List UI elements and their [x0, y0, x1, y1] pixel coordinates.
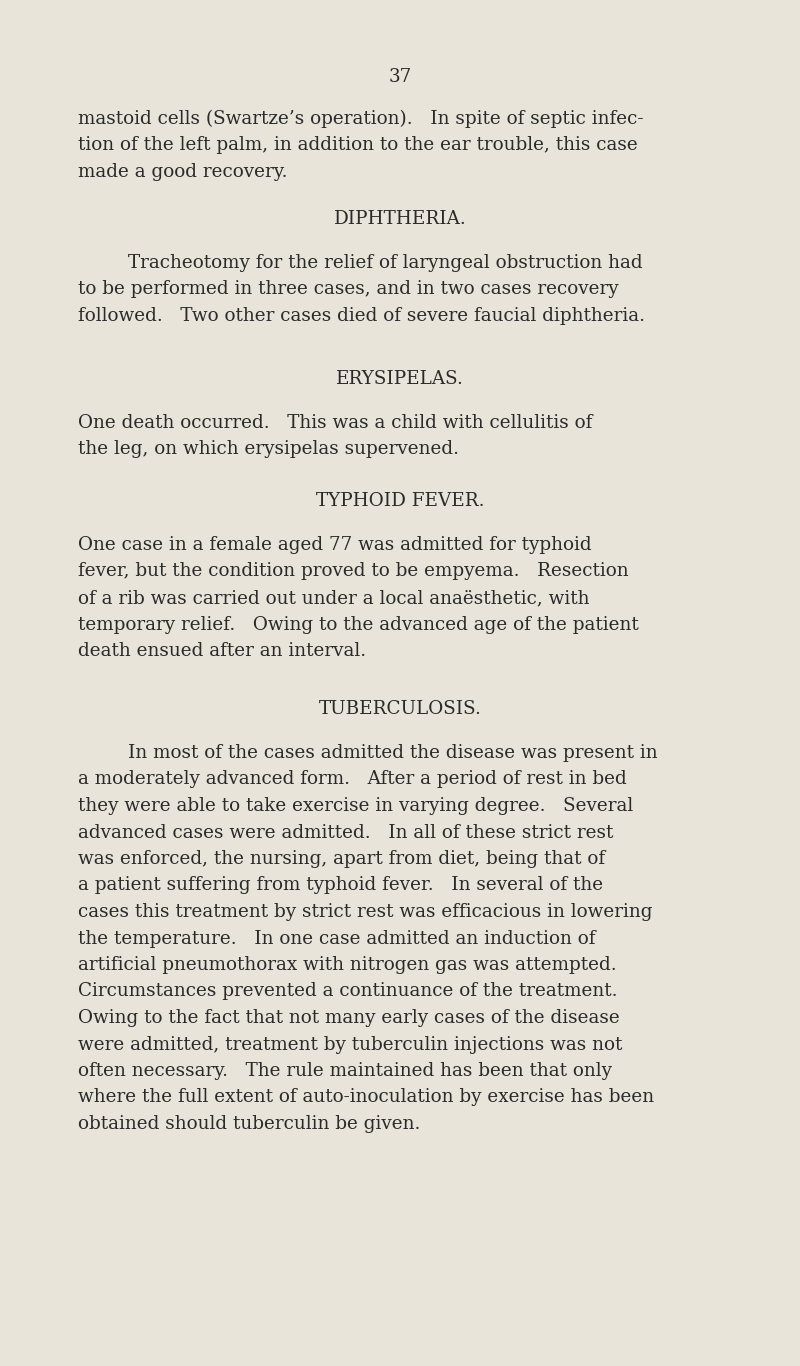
Text: they were able to take exercise in varying degree.   Several: they were able to take exercise in varyi… — [78, 796, 634, 816]
Text: was enforced, the nursing, apart from diet, being that of: was enforced, the nursing, apart from di… — [78, 850, 605, 867]
Text: to be performed in three cases, and in two cases recovery: to be performed in three cases, and in t… — [78, 280, 618, 299]
Text: were admitted, treatment by tuberculin injections was not: were admitted, treatment by tuberculin i… — [78, 1035, 622, 1053]
Text: TUBERCULOSIS.: TUBERCULOSIS. — [318, 699, 482, 719]
Text: DIPHTHERIA.: DIPHTHERIA. — [334, 210, 466, 228]
Text: a moderately advanced form.   After a period of rest in bed: a moderately advanced form. After a peri… — [78, 770, 626, 788]
Text: cases this treatment by strict rest was efficacious in lowering: cases this treatment by strict rest was … — [78, 903, 653, 921]
Text: advanced cases were admitted.   In all of these strict rest: advanced cases were admitted. In all of … — [78, 824, 614, 841]
Text: the temperature.   In one case admitted an induction of: the temperature. In one case admitted an… — [78, 929, 595, 948]
Text: artificial pneumothorax with nitrogen gas was attempted.: artificial pneumothorax with nitrogen ga… — [78, 956, 617, 974]
Text: Owing to the fact that not many early cases of the disease: Owing to the fact that not many early ca… — [78, 1009, 620, 1027]
Text: a patient suffering from typhoid fever.   In several of the: a patient suffering from typhoid fever. … — [78, 877, 603, 895]
Text: One death occurred.   This was a child with cellulitis of: One death occurred. This was a child wit… — [78, 414, 592, 432]
Text: TYPHOID FEVER.: TYPHOID FEVER. — [316, 492, 484, 510]
Text: ERYSIPELAS.: ERYSIPELAS. — [336, 370, 464, 388]
Text: Circumstances prevented a continuance of the treatment.: Circumstances prevented a continuance of… — [78, 982, 618, 1000]
Text: of a rib was carried out under a local anaësthetic, with: of a rib was carried out under a local a… — [78, 589, 590, 607]
Text: One case in a female aged 77 was admitted for typhoid: One case in a female aged 77 was admitte… — [78, 535, 592, 555]
Text: 37: 37 — [388, 68, 412, 86]
Text: followed.   Two other cases died of severe faucial diphtheria.: followed. Two other cases died of severe… — [78, 307, 645, 325]
Text: Tracheotomy for the relief of laryngeal obstruction had: Tracheotomy for the relief of laryngeal … — [128, 254, 642, 272]
Text: temporary relief.   Owing to the advanced age of the patient: temporary relief. Owing to the advanced … — [78, 616, 638, 634]
Text: mastoid cells (Swartze’s operation).   In spite of septic infec-: mastoid cells (Swartze’s operation). In … — [78, 111, 643, 128]
Text: often necessary.   The rule maintained has been that only: often necessary. The rule maintained has… — [78, 1061, 612, 1081]
Text: fever, but the condition proved to be empyema.   Resection: fever, but the condition proved to be em… — [78, 563, 629, 581]
Text: made a good recovery.: made a good recovery. — [78, 163, 287, 182]
Text: tion of the left palm, in addition to the ear trouble, this case: tion of the left palm, in addition to th… — [78, 137, 638, 154]
Text: death ensued after an interval.: death ensued after an interval. — [78, 642, 366, 660]
Text: where the full extent of auto-inoculation by exercise has been: where the full extent of auto-inoculatio… — [78, 1089, 654, 1106]
Text: the leg, on which erysipelas supervened.: the leg, on which erysipelas supervened. — [78, 440, 459, 459]
Text: obtained should tuberculin be given.: obtained should tuberculin be given. — [78, 1115, 420, 1132]
Text: In most of the cases admitted the disease was present in: In most of the cases admitted the diseas… — [128, 744, 658, 762]
